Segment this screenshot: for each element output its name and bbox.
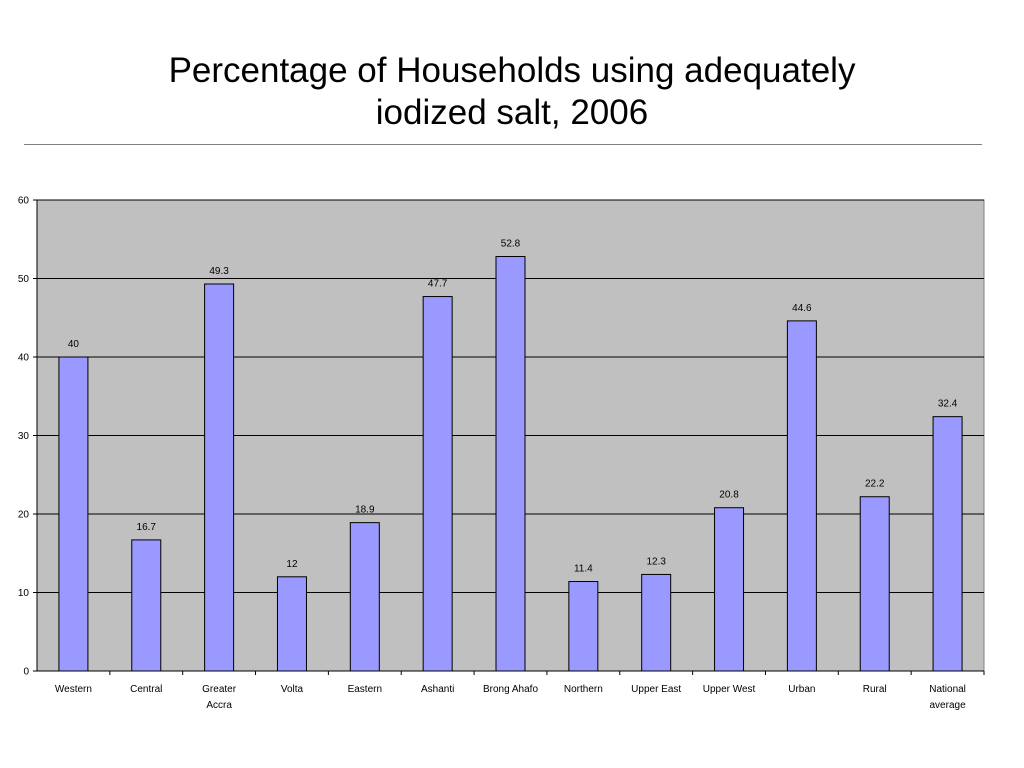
bar (204, 283, 235, 672)
x-tick-label: Upper West (703, 684, 756, 695)
data-label: 40 (68, 339, 80, 350)
x-tick-label: Rural (863, 684, 887, 695)
data-label: 20.8 (719, 490, 739, 501)
data-label: 47.7 (428, 279, 448, 290)
bar (641, 573, 672, 672)
data-label: 49.3 (209, 266, 229, 277)
x-tick-label: Volta (281, 684, 304, 695)
x-axis: Western Central Greater Accra Volta Eastern As… (37, 670, 985, 711)
bar (932, 416, 963, 672)
y-tick-label: 50 (18, 274, 30, 285)
data-label: 12.3 (646, 556, 666, 567)
data-label: 11.4 (574, 564, 593, 575)
y-tick-label: 0 (23, 667, 29, 678)
bar (276, 576, 307, 672)
title-line-1: Percentage of Households using adequatel… (168, 51, 856, 90)
x-tick-label: Northern (564, 684, 603, 695)
bar (422, 296, 453, 672)
x-tick-label: Western (55, 684, 92, 695)
data-label: 52.8 (501, 239, 521, 250)
x-tick-label: Central (130, 684, 162, 695)
bar (786, 320, 817, 672)
x-tick-label: National (929, 684, 966, 695)
bar (349, 522, 380, 672)
x-tick-label: Eastern (348, 684, 382, 695)
data-label: 12 (286, 559, 298, 570)
x-tick-label: Ashanti (421, 684, 454, 695)
data-label: 44.6 (792, 303, 812, 314)
data-label: 16.7 (137, 522, 157, 533)
bar (714, 507, 745, 672)
x-tick-label: Upper East (631, 684, 681, 695)
data-labels: 40 16.7 49.3 12 18.9 47.7 52.8 11.4 12.3 20.8 44.6… (68, 239, 958, 575)
bar (495, 256, 526, 672)
y-tick-label: 40 (18, 353, 30, 364)
bar (58, 356, 89, 672)
bar (859, 496, 890, 672)
x-tick-label: Greater (202, 684, 237, 695)
bars (58, 256, 963, 672)
y-tick-label: 30 (18, 431, 30, 442)
x-tick-label: average (930, 700, 967, 711)
data-label: 32.4 (938, 399, 958, 410)
x-tick-label: Brong Ahafo (483, 684, 538, 695)
title-divider (24, 144, 982, 145)
y-axis: 0 10 20 30 40 50 60 (18, 196, 38, 678)
y-tick-label: 20 (18, 510, 30, 521)
bar (568, 581, 599, 672)
data-label: 18.9 (355, 505, 375, 516)
title-line-2: iodized salt, 2006 (375, 93, 649, 132)
x-tick-label: Urban (788, 684, 815, 695)
bar (131, 539, 162, 672)
data-label: 22.2 (865, 479, 885, 490)
y-tick-label: 60 (18, 196, 30, 207)
x-tick-label: Accra (206, 700, 232, 711)
y-tick-label: 10 (18, 588, 30, 599)
slide-title: Percentage of Households using adequatel… (0, 50, 1024, 134)
